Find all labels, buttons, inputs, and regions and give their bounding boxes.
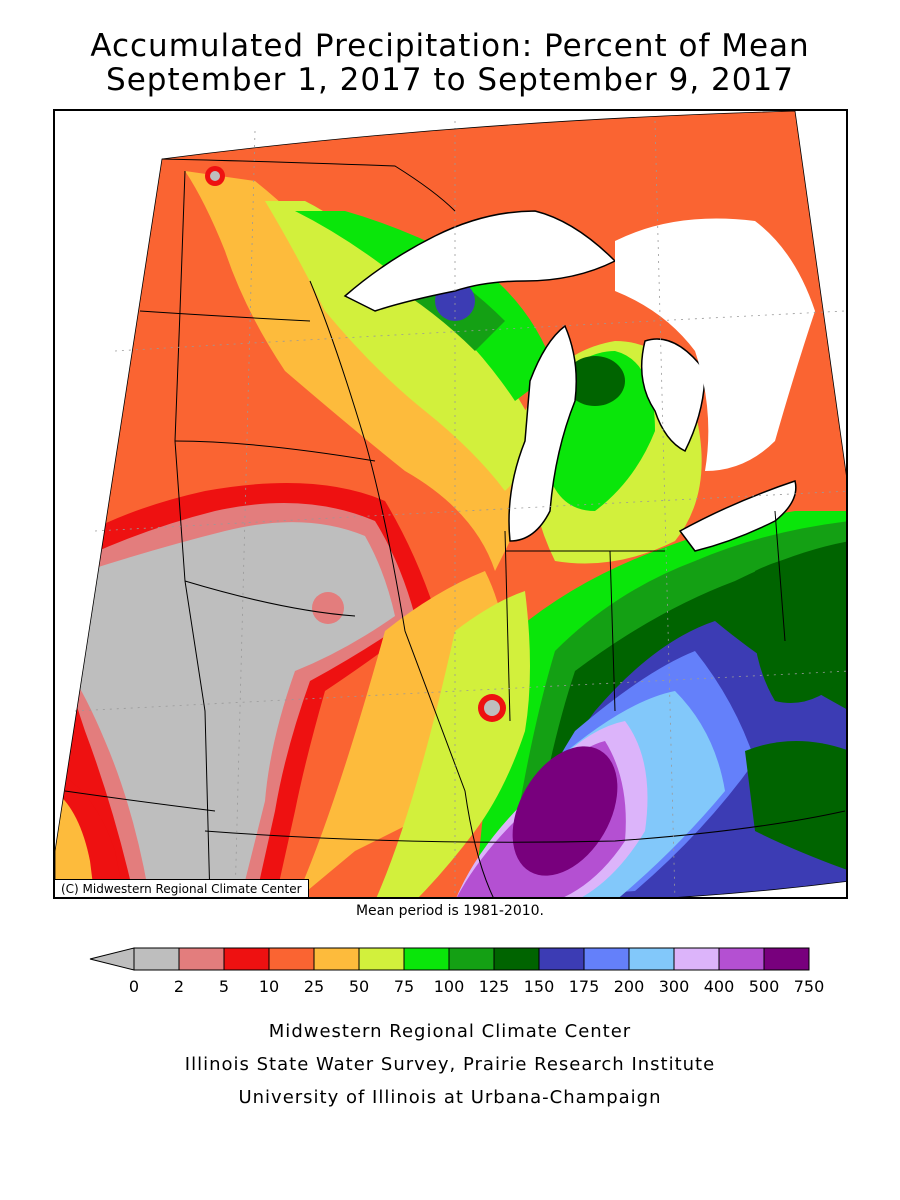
- border-ia-mo: [184, 580, 356, 617]
- legend-swatch-50-75: [358, 947, 405, 971]
- border-oh-pa: [774, 510, 786, 642]
- graticule-lon-1: [234, 130, 256, 897]
- legend-swatch-25-50: [313, 947, 360, 971]
- great-lakes: [343, 210, 815, 552]
- precipitation-map: [55, 111, 846, 897]
- legend-tick-2: 2: [173, 977, 185, 996]
- color-legend: [89, 947, 810, 971]
- legend-swatch-300-400: [673, 947, 720, 971]
- mean-period-note: Mean period is 1981-2010.: [355, 903, 545, 919]
- legend-swatch-150-175: [538, 947, 585, 971]
- graticule-lat-1: [114, 310, 846, 352]
- legend-tick-150: 150: [523, 977, 555, 996]
- border-nd-sd: [139, 310, 311, 322]
- precip-region-25-50: [185, 171, 525, 571]
- legend-tick-750: 750: [793, 977, 825, 996]
- legend-swatch-2-5: [178, 947, 225, 971]
- precip-region-125-150-oh: [752, 551, 846, 703]
- border-canada: [161, 158, 456, 212]
- border-ks-ok: [64, 790, 216, 812]
- lake-erie: [678, 480, 797, 552]
- credit-line-2: Illinois State Water Survey, Prairie Res…: [184, 1054, 716, 1075]
- legend-tick-0: 0: [128, 977, 140, 996]
- precip-region-125-150-mi: [565, 356, 625, 406]
- border-tn-ky: [204, 810, 846, 843]
- legend-swatch-0-2: [133, 947, 180, 971]
- border-il-in: [504, 530, 511, 722]
- border-mississippi: [309, 280, 494, 897]
- precip-region-500-750: [512, 746, 618, 876]
- legend-tick-125: 125: [478, 977, 510, 996]
- map-domain-outline: [55, 111, 846, 897]
- legend-swatch-5-10: [223, 947, 270, 971]
- map-copyright: (C) Midwestern Regional Climate Center: [55, 879, 309, 897]
- legend-tick-200: 200: [613, 977, 645, 996]
- legend-tick-75: 75: [393, 977, 415, 996]
- precip-region-50-75: [265, 201, 545, 491]
- precip-region-2-5-ia: [312, 592, 344, 624]
- precip-region-0-2-il: [484, 700, 500, 716]
- legend-tick-5: 5: [218, 977, 230, 996]
- legend-tick-175: 175: [568, 977, 600, 996]
- legend-below-range-arrow: [89, 947, 135, 971]
- legend-tick-300: 300: [658, 977, 690, 996]
- precip-region-125-150-wv: [745, 741, 846, 871]
- legend-tick-100: 100: [433, 977, 465, 996]
- legend-swatch-200-300: [628, 947, 675, 971]
- legend-tick-25: 25: [303, 977, 325, 996]
- precip-region-0-2: [55, 522, 395, 897]
- legend-swatch-500-750: [763, 947, 810, 971]
- legend-swatch-125-150: [493, 947, 540, 971]
- border-dakota-ks: [174, 170, 211, 897]
- credit-line-1: Midwestern Regional Climate Center: [268, 1021, 632, 1042]
- precip-region-25-50-sw: [55, 791, 95, 897]
- legend-swatch-175-200: [583, 947, 630, 971]
- credit-line-3: University of Illinois at Urbana-Champai…: [238, 1087, 662, 1108]
- legend-tick-500: 500: [748, 977, 780, 996]
- legend-tick-10: 10: [258, 977, 280, 996]
- map-panel: (C) Midwestern Regional Climate Center: [53, 109, 848, 899]
- lake-huron: [640, 338, 706, 453]
- lake-michigan: [508, 324, 577, 542]
- legend-tick-50: 50: [348, 977, 370, 996]
- graticule: [74, 120, 846, 897]
- legend-swatch-400-500: [718, 947, 765, 971]
- precip-region-0-2-nd: [210, 171, 220, 181]
- map-title-line1: Accumulated Precipitation: Percent of Me…: [90, 28, 810, 64]
- legend-tick-400: 400: [703, 977, 735, 996]
- legend-swatch-10-25: [268, 947, 315, 971]
- map-title-line2: September 1, 2017 to September 9, 2017: [106, 62, 794, 98]
- lake-superior: [343, 210, 617, 312]
- border-sd-ne-mn-ia: [174, 440, 376, 462]
- state-borders: [64, 158, 846, 897]
- precip-region-50-75-il: [375, 591, 530, 897]
- legend-swatch-100-125: [448, 947, 495, 971]
- border-in-oh: [609, 550, 616, 712]
- canada-area: [615, 218, 815, 471]
- precip-region-75-100: [295, 211, 555, 401]
- legend-swatch-75-100: [403, 947, 450, 971]
